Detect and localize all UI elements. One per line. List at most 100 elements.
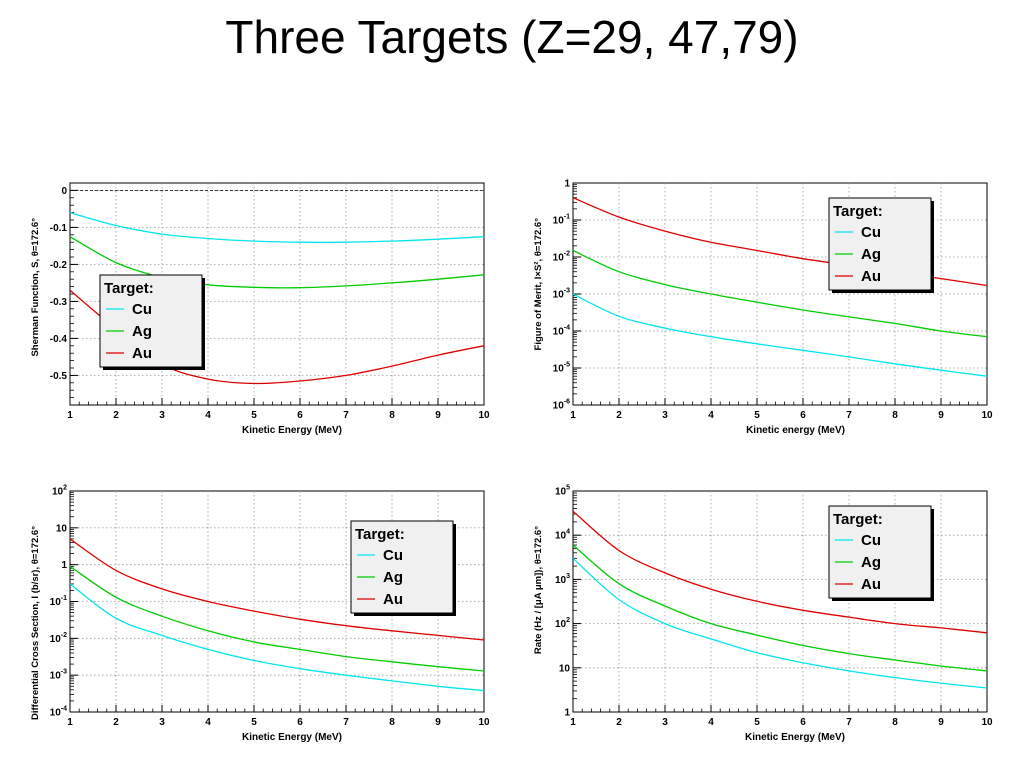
x-tick-label: 3 xyxy=(159,717,165,728)
y-axis-label: Rate (Hz / [μA μm]), θ=172.6° xyxy=(533,526,544,654)
series-line-ag xyxy=(70,565,484,672)
y-tick-label: 0 xyxy=(61,186,67,197)
y-tick-label: 10-5 xyxy=(553,362,570,375)
x-tick-label: 4 xyxy=(205,717,211,728)
legend-title: Target: xyxy=(833,511,883,528)
y-tick-label: 10-1 xyxy=(50,595,67,608)
x-tick-label: 6 xyxy=(800,410,806,421)
y-tick-label: 10-2 xyxy=(50,632,67,645)
x-tick-label: 4 xyxy=(708,410,714,421)
x-tick-label: 6 xyxy=(800,717,806,728)
y-tick-label: 102 xyxy=(555,617,570,630)
x-axis-label: Kinetic Energy (MeV) xyxy=(242,425,342,436)
legend-entry-au: Au xyxy=(383,591,403,608)
x-tick-label: 2 xyxy=(616,410,622,421)
legend-box xyxy=(828,197,932,291)
legend-box xyxy=(350,520,454,614)
y-tick-label: 10-3 xyxy=(553,288,570,301)
chart-1: 1 2 3 4 5 6 7 8 9 10 0 -0.1 -0.2 -0.3 -0.4 -0.5 Kinetic … xyxy=(30,182,490,436)
x-tick-label: 1 xyxy=(67,410,73,421)
legend-entry-cu: Cu xyxy=(861,532,881,549)
x-tick-label: 2 xyxy=(113,717,119,728)
legend-box xyxy=(828,505,932,599)
x-tick-label: 10 xyxy=(478,410,490,421)
x-tick-label: 7 xyxy=(846,717,852,728)
x-tick-label: 6 xyxy=(297,410,303,421)
series-line-cu xyxy=(70,211,484,243)
x-tick-label: 10 xyxy=(981,410,993,421)
x-axis-label: Kinetic Energy (MeV) xyxy=(242,732,342,743)
x-tick-label: 4 xyxy=(205,410,211,421)
y-tick-label: 1 xyxy=(564,179,570,190)
x-tick-label: 1 xyxy=(570,410,576,421)
x-tick-label: 9 xyxy=(435,410,441,421)
y-tick-label: -0.3 xyxy=(50,297,68,308)
series-line-cu xyxy=(573,557,987,689)
legend-title: Target: xyxy=(355,526,405,543)
y-axis-label: Differential Cross Section, I (b/sr), θ=… xyxy=(30,526,41,720)
x-tick-label: 2 xyxy=(616,717,622,728)
y-tick-label: 10-1 xyxy=(553,214,570,227)
legend-entry-cu: Cu xyxy=(132,301,152,318)
legend-entry-ag: Ag xyxy=(861,554,881,571)
y-tick-label: 10 xyxy=(559,663,571,674)
legend-entry-cu: Cu xyxy=(383,547,403,564)
x-tick-label: 9 xyxy=(435,717,441,728)
y-tick-label: 105 xyxy=(555,485,570,498)
x-tick-label: 10 xyxy=(981,717,993,728)
y-tick-label: 10-4 xyxy=(50,706,67,719)
x-tick-label: 8 xyxy=(892,717,898,728)
y-axis-label: Sherman Function, S, θ=172.6° xyxy=(30,218,41,357)
x-tick-label: 9 xyxy=(938,717,944,728)
legend-entry-ag: Ag xyxy=(861,246,881,263)
legend-title: Target: xyxy=(104,280,154,297)
y-tick-label: 104 xyxy=(555,529,570,542)
x-tick-label: 5 xyxy=(754,410,760,421)
series-line-ag xyxy=(70,236,484,289)
x-tick-label: 6 xyxy=(297,717,303,728)
y-tick-label: 10-6 xyxy=(553,399,570,412)
legend-box xyxy=(99,274,203,368)
y-tick-label: 10-3 xyxy=(50,669,67,682)
y-tick-label: -0.4 xyxy=(50,334,68,345)
series-line-au xyxy=(70,538,484,641)
x-tick-label: 7 xyxy=(343,717,349,728)
x-tick-label: 3 xyxy=(662,410,668,421)
x-tick-label: 5 xyxy=(754,717,760,728)
chart-3: 1 2 3 4 5 6 7 8 9 10 102 10 1 10-1 10-2 10-3 10-4 Kinetic… xyxy=(30,485,490,744)
x-tick-label: 1 xyxy=(570,717,576,728)
legend-title: Target: xyxy=(833,203,883,220)
series-line-cu xyxy=(573,293,987,377)
x-tick-label: 10 xyxy=(478,717,490,728)
x-tick-label: 1 xyxy=(67,717,73,728)
x-axis-label: Kinetic Energy (MeV) xyxy=(745,732,845,743)
x-tick-label: 2 xyxy=(113,410,119,421)
x-tick-label: 8 xyxy=(389,410,395,421)
y-tick-label: 1 xyxy=(564,708,570,719)
legend-entry-au: Au xyxy=(861,268,881,285)
x-tick-label: 8 xyxy=(892,410,898,421)
x-tick-label: 5 xyxy=(251,717,257,728)
y-tick-label: -0.1 xyxy=(50,223,68,234)
series-line-ag xyxy=(573,544,987,672)
y-tick-label: 1 xyxy=(61,560,67,571)
x-tick-label: 5 xyxy=(251,410,257,421)
legend-entry-au: Au xyxy=(132,345,152,362)
series-line-ag xyxy=(573,249,987,338)
x-tick-label: 7 xyxy=(846,410,852,421)
legend-entry-ag: Ag xyxy=(132,323,152,340)
chart-2: 1 2 3 4 5 6 7 8 9 10 1 10-1 10-2 10-3 10-4 10-5 10-6 Kine… xyxy=(533,179,993,437)
legend-entry-ag: Ag xyxy=(383,569,403,586)
y-tick-label: 103 xyxy=(555,573,570,586)
series-line-au xyxy=(573,510,987,634)
legend-entry-au: Au xyxy=(861,576,881,593)
x-axis-label: Kinetic energy (MeV) xyxy=(746,425,845,436)
x-tick-label: 4 xyxy=(708,717,714,728)
legend-entry-cu: Cu xyxy=(861,224,881,241)
x-tick-label: 9 xyxy=(938,410,944,421)
x-tick-label: 3 xyxy=(662,717,668,728)
x-tick-label: 3 xyxy=(159,410,165,421)
y-tick-label: 10-4 xyxy=(553,325,570,338)
